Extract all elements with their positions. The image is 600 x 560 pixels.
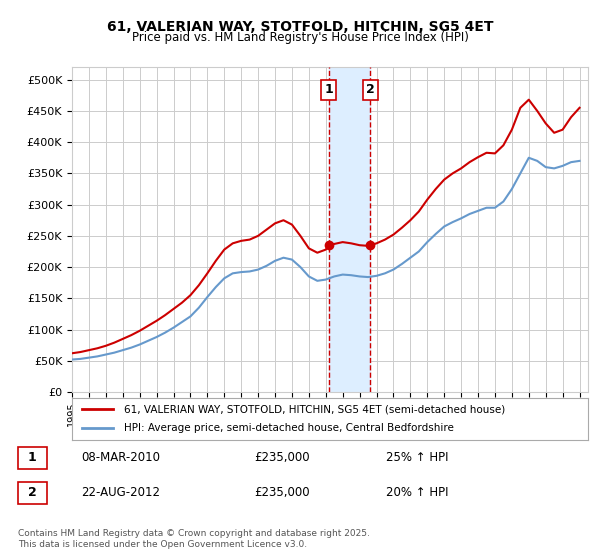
FancyBboxPatch shape (18, 447, 47, 469)
Text: 2: 2 (28, 486, 37, 500)
Text: 61, VALERIAN WAY, STOTFOLD, HITCHIN, SG5 4ET: 61, VALERIAN WAY, STOTFOLD, HITCHIN, SG5… (107, 20, 493, 34)
Text: 20% ↑ HPI: 20% ↑ HPI (386, 486, 449, 500)
Text: 22-AUG-2012: 22-AUG-2012 (81, 486, 160, 500)
Text: 1: 1 (28, 451, 37, 464)
Text: Contains HM Land Registry data © Crown copyright and database right 2025.
This d: Contains HM Land Registry data © Crown c… (18, 529, 370, 549)
Text: HPI: Average price, semi-detached house, Central Bedfordshire: HPI: Average price, semi-detached house,… (124, 423, 454, 433)
Text: 61, VALERIAN WAY, STOTFOLD, HITCHIN, SG5 4ET (semi-detached house): 61, VALERIAN WAY, STOTFOLD, HITCHIN, SG5… (124, 404, 505, 414)
Text: 08-MAR-2010: 08-MAR-2010 (81, 451, 160, 464)
Text: £235,000: £235,000 (254, 486, 310, 500)
Text: Price paid vs. HM Land Registry's House Price Index (HPI): Price paid vs. HM Land Registry's House … (131, 31, 469, 44)
Text: 25% ↑ HPI: 25% ↑ HPI (386, 451, 449, 464)
Text: 1: 1 (325, 83, 333, 96)
FancyBboxPatch shape (18, 482, 47, 504)
Text: 2: 2 (366, 83, 375, 96)
Bar (329, 67, 370, 392)
Text: £235,000: £235,000 (254, 451, 310, 464)
